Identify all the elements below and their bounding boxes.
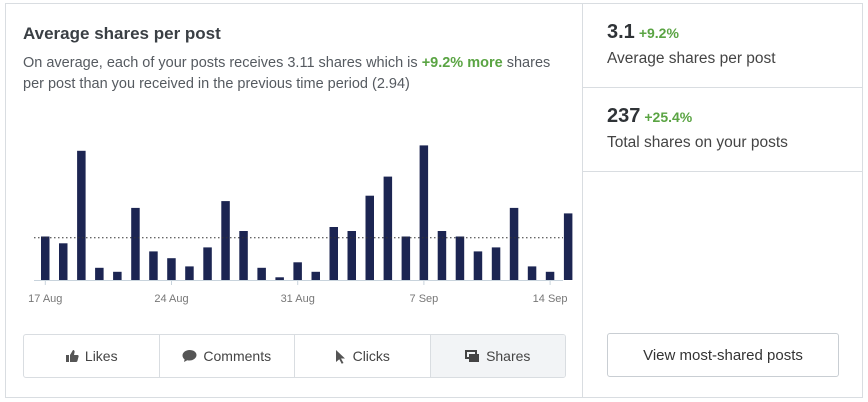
bar[interactable] <box>221 201 230 280</box>
bar[interactable] <box>77 150 86 280</box>
bar[interactable] <box>419 145 429 280</box>
stat-value: 3.1 +9.2% <box>607 21 679 44</box>
analytics-card: Average shares per post On average, each… <box>5 3 863 398</box>
bar[interactable] <box>545 271 555 280</box>
bar[interactable] <box>59 243 68 280</box>
x-tick-label: 17 Aug <box>28 293 62 305</box>
stat-change: +9.2% <box>638 25 679 41</box>
tab-clicks[interactable]: Clicks <box>295 335 431 377</box>
bar[interactable] <box>527 266 537 280</box>
description-suffix: shares per post than you received in the… <box>23 55 551 92</box>
tab-comments[interactable]: Comments <box>160 335 295 377</box>
stats-panel: 3.1 +9.2% Average shares per post 237 +25.… <box>583 4 862 397</box>
tab-shares[interactable]: Shares <box>430 335 565 377</box>
stat-number: 3.1 <box>607 21 635 43</box>
cursor-icon <box>335 349 345 364</box>
bar[interactable] <box>293 262 302 280</box>
bar[interactable] <box>455 236 465 281</box>
tab-clicks-label: Clicks <box>352 348 390 364</box>
stat-average-shares: 3.1 +9.2% Average shares per post <box>583 4 862 88</box>
bar[interactable] <box>131 207 140 280</box>
bar[interactable] <box>473 251 483 280</box>
tab-likes[interactable]: Likes <box>24 335 160 377</box>
bar[interactable] <box>437 231 447 280</box>
bar[interactable] <box>383 176 393 280</box>
x-tick-label: 24 Aug <box>154 293 188 305</box>
bar[interactable] <box>41 236 50 281</box>
bar[interactable] <box>149 251 158 280</box>
stat-label: Total shares on your posts <box>607 134 788 151</box>
bar[interactable] <box>275 277 284 280</box>
panel-description: On average, each of your posts receives … <box>23 53 573 95</box>
stat-value: 237 +25.4% <box>607 105 692 128</box>
x-tick-label: 31 Aug <box>281 293 315 305</box>
shares-bar-chart: 17 Aug 24 Aug 31 Aug 7 Sep 14 Sep <box>28 145 573 305</box>
comment-icon <box>182 350 197 362</box>
x-tick-label: 14 Sep <box>533 293 568 305</box>
shares-icon <box>465 349 480 362</box>
tab-shares-label: Shares <box>486 348 531 364</box>
description-highlight: +9.2% more <box>421 55 503 71</box>
view-most-shared-button[interactable]: View most-shared posts <box>607 333 839 377</box>
bar[interactable] <box>239 231 248 280</box>
bar[interactable] <box>203 247 212 280</box>
panel-title: Average shares per post <box>23 24 221 43</box>
tab-likes-label: Likes <box>84 348 118 364</box>
bar[interactable] <box>365 195 375 280</box>
bar[interactable] <box>347 231 357 280</box>
bar[interactable] <box>509 207 519 280</box>
stat-total-shares: 237 +25.4% Total shares on your posts <box>583 88 862 172</box>
bar[interactable] <box>491 247 501 280</box>
bar[interactable] <box>167 258 176 280</box>
metric-tabs: Likes Comments Clicks Shares <box>23 334 566 378</box>
stat-label: Average shares per post <box>607 50 776 67</box>
thumbs-up-icon <box>65 350 79 362</box>
bar[interactable] <box>329 227 339 280</box>
x-tick-label: 7 Sep <box>410 293 439 305</box>
bar[interactable] <box>563 213 573 280</box>
bar[interactable] <box>401 236 411 281</box>
bar[interactable] <box>113 271 122 280</box>
stat-change: +25.4% <box>644 109 693 125</box>
description-prefix: On average, each of your posts receives … <box>23 55 422 71</box>
stat-number: 237 <box>607 105 641 127</box>
tab-comments-label: Comments <box>203 348 272 364</box>
bar[interactable] <box>311 271 321 280</box>
bar[interactable] <box>95 267 104 280</box>
chart-panel: Average shares per post On average, each… <box>6 4 583 397</box>
bar[interactable] <box>257 267 266 280</box>
bar[interactable] <box>185 266 194 280</box>
